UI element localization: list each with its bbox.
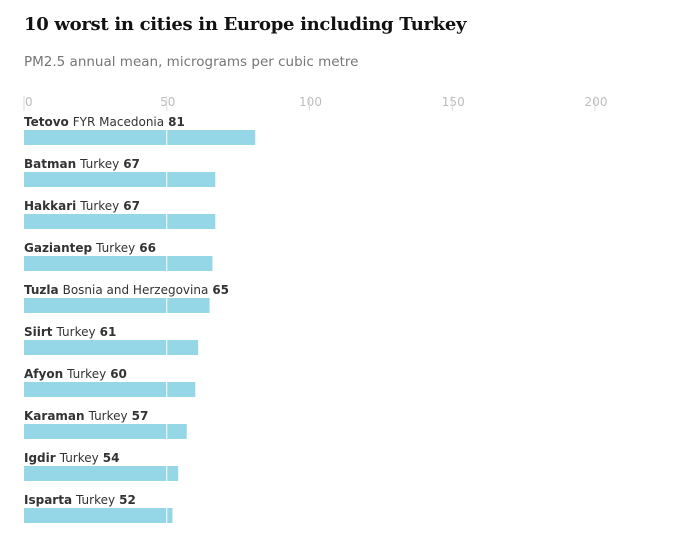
bar-label: Hakkari Turkey 67 [24,199,140,213]
bar-label: Igdir Turkey 54 [24,451,119,465]
bar-label: Afyon Turkey 60 [24,367,127,381]
bar-label: Batman Turkey 67 [24,157,140,171]
bar [24,172,216,187]
value-label: 67 [123,199,140,213]
bar [24,214,216,229]
country-name: Turkey [66,367,106,381]
bar-label: Tuzla Bosnia and Herzegovina 65 [24,283,229,297]
chart-subtitle: PM2.5 annual mean, micrograms per cubic … [24,54,359,70]
city-name: Karaman [24,409,85,423]
bar-label: Siirt Turkey 61 [24,325,116,339]
country-name: Turkey [59,451,99,465]
value-label: 66 [139,241,156,255]
city-name: Tuzla [24,283,59,297]
bar [24,466,179,481]
city-name: Isparta [24,493,72,507]
bar [24,424,187,439]
value-label: 61 [100,325,117,339]
value-label: 57 [132,409,149,423]
chart-title: 10 worst in cities in Europe including T… [24,14,467,35]
x-axis: 0 50 100 150 200 [23,95,608,111]
bar [24,382,196,397]
bar-label: Gaziantep Turkey 66 [24,241,156,255]
country-name: Turkey [79,199,119,213]
x-tick-label: 0 [25,95,33,109]
country-name: FYR Macedonia [73,115,164,129]
x-tick-label: 50 [160,95,175,109]
country-name: Bosnia and Herzegovina [63,283,209,297]
city-name: Afyon [24,367,63,381]
bar-label: Karaman Turkey 57 [24,409,148,423]
country-name: Turkey [95,241,135,255]
bar-label: Tetovo FYR Macedonia 81 [24,115,185,129]
value-label: 60 [110,367,127,381]
value-label: 65 [212,283,229,297]
city-name: Siirt [24,325,53,339]
bar-label: Isparta Turkey 52 [24,493,136,507]
city-name: Batman [24,157,76,171]
x-tick-label: 200 [585,95,608,109]
bar [24,130,256,145]
x-tick-label: 100 [299,95,322,109]
bar [24,298,210,313]
country-name: Turkey [56,325,96,339]
value-label: 67 [123,157,140,171]
country-name: Turkey [79,157,119,171]
bar [24,508,173,523]
country-name: Turkey [88,409,128,423]
bar-series [24,130,256,523]
value-label: 52 [119,493,136,507]
grid-lines [166,111,596,523]
bar [24,256,213,271]
bar [24,340,199,355]
x-tick-label: 150 [442,95,465,109]
country-name: Turkey [75,493,115,507]
city-name: Igdir [24,451,56,465]
city-name: Gaziantep [24,241,93,255]
value-label: 54 [103,451,120,465]
value-label: 81 [168,115,185,129]
city-name: Tetovo [24,115,69,129]
city-name: Hakkari [24,199,76,213]
